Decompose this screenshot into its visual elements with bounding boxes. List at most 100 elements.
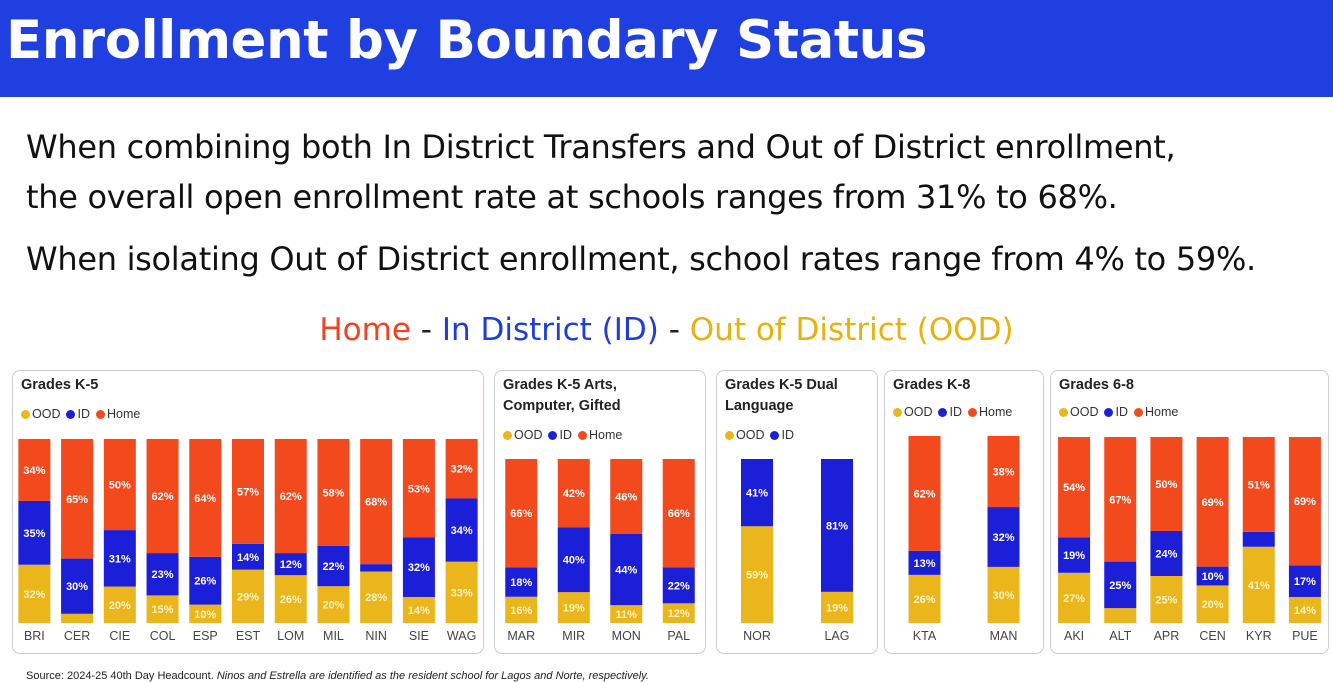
bar-segment-id-bri bbox=[18, 500, 51, 565]
legend-dot-icon bbox=[577, 431, 587, 440]
chart-panel-6-8: Grades 6-8 OOD ID Home 27% 19% 54% AKI 25% 67% ALT… bbox=[1050, 370, 1329, 654]
legend-label: Home bbox=[588, 428, 623, 442]
legend-entry: ID bbox=[938, 405, 962, 419]
bar-segment-ood-est bbox=[232, 569, 264, 623]
data-label: 17% bbox=[1294, 576, 1316, 588]
data-label: 32% bbox=[451, 464, 473, 476]
bar-segment-ood-alt bbox=[1104, 608, 1137, 623]
legend-dot-icon bbox=[1059, 408, 1068, 417]
bar-segment-home-kta bbox=[908, 436, 941, 551]
bar-segment-home-esp bbox=[189, 439, 222, 557]
data-label: 35% bbox=[23, 528, 45, 540]
bar-segment-home-cie bbox=[103, 439, 136, 531]
legend-label: ID bbox=[949, 405, 962, 419]
bar-segment-id-sie bbox=[402, 537, 435, 597]
bar-segment-id-pal bbox=[662, 567, 695, 604]
bar-segment-home-pue bbox=[1288, 437, 1321, 566]
data-label: 14% bbox=[237, 552, 259, 564]
data-label: 32% bbox=[23, 589, 45, 601]
stacked-bar-chart: 16% 18% 66% MAR 19% 40% 42% MIR 11% 44% 46% MON 12% 2… bbox=[505, 459, 695, 643]
title-banner: Enrollment by Boundary Status bbox=[0, 0, 1333, 97]
bar-segment-id-kyr bbox=[1242, 531, 1275, 547]
chart-panel-k5-arts: Grades K-5 Arts, Computer, Gifted OOD ID Ho… bbox=[494, 370, 706, 654]
legend-label: Home bbox=[1144, 405, 1179, 419]
bar-segment-home-man bbox=[987, 436, 1020, 508]
legend-dot-icon bbox=[893, 408, 902, 417]
legend-dot-icon bbox=[503, 431, 512, 440]
chart-title: Grades K-5 Dual Language bbox=[725, 377, 838, 414]
bar-segment-home-mar bbox=[505, 459, 538, 568]
bar-segment-ood-cie bbox=[103, 586, 136, 623]
page-title: Enrollment by Boundary Status bbox=[6, 10, 927, 71]
data-label: 40% bbox=[563, 555, 585, 567]
legend-dot-icon bbox=[66, 410, 76, 419]
summary-line-3: When isolating Out of District enrollmen… bbox=[26, 240, 1256, 278]
legend-entry: ID bbox=[66, 407, 90, 421]
data-label: 19% bbox=[563, 603, 585, 615]
legend-dot-icon bbox=[548, 431, 558, 440]
bar-segment-ood-lom bbox=[274, 575, 307, 623]
stacked-bar-chart: 32% 35% 34% BRI 30% 65% CER 20% 31% 50% CIE 15% 23% 6… bbox=[18, 439, 478, 643]
legend-dot-icon bbox=[1133, 408, 1143, 417]
legend-separator: - bbox=[410, 312, 442, 348]
data-label: 67% bbox=[1109, 494, 1131, 506]
data-label: 19% bbox=[1063, 550, 1085, 562]
legend-entry: OOD bbox=[503, 428, 542, 442]
category-label: LOM bbox=[277, 629, 304, 643]
bar-segment-id-cer bbox=[61, 558, 94, 614]
legend-separator: - bbox=[658, 312, 690, 348]
legend-id: In District (ID) bbox=[441, 312, 659, 348]
bar-segment-id-nor bbox=[741, 459, 773, 527]
bar-segment-ood-bri bbox=[18, 564, 51, 623]
bar-segment-home-wag bbox=[445, 439, 478, 499]
data-label: 41% bbox=[746, 488, 768, 500]
bar-segment-home-mil bbox=[317, 439, 350, 546]
bar-segment-id-pue bbox=[1288, 565, 1321, 597]
legend-dot-icon bbox=[725, 431, 734, 440]
category-label: ALT bbox=[1109, 629, 1131, 643]
data-label: 23% bbox=[152, 569, 174, 581]
bar-segment-ood-pue bbox=[1288, 596, 1321, 623]
legend-entry: Home bbox=[967, 405, 1012, 419]
bar-segment-ood-man bbox=[987, 566, 1020, 623]
bar-segment-ood-mil bbox=[317, 586, 350, 623]
data-label: 28% bbox=[365, 592, 387, 604]
data-label: 38% bbox=[992, 467, 1014, 479]
category-label: NIN bbox=[365, 629, 387, 643]
summary-line-1: When combining both In District Transfer… bbox=[26, 128, 1176, 166]
bar-segment-home-apr bbox=[1150, 437, 1183, 531]
category-label: MAR bbox=[507, 629, 535, 643]
chart-legend: OOD ID Home bbox=[893, 405, 1018, 419]
data-label: 66% bbox=[510, 508, 532, 520]
data-label: 50% bbox=[109, 480, 131, 492]
bar-segment-home-mir bbox=[557, 459, 590, 528]
category-label: APR bbox=[1154, 629, 1180, 643]
stacked-bar-chart: 27% 19% 54% AKI 25% 67% ALT 25% 24% 50% APR 20% 10% 6… bbox=[1058, 437, 1321, 643]
legend-ood: Out of District (OOD) bbox=[689, 312, 1014, 348]
data-label: 64% bbox=[194, 493, 216, 505]
data-label: 51% bbox=[1248, 479, 1270, 491]
bar-segment-ood-esp bbox=[189, 604, 222, 623]
summary-line-2: the overall open enrollment rate at scho… bbox=[26, 178, 1118, 216]
bar-segment-ood-col bbox=[146, 595, 179, 623]
bar-segment-id-aki bbox=[1058, 537, 1091, 573]
bar-segment-id-col bbox=[146, 553, 179, 596]
category-label: EST bbox=[236, 629, 261, 643]
data-label: 46% bbox=[615, 491, 637, 503]
bar-segment-home-sie bbox=[402, 439, 435, 538]
data-label: 31% bbox=[109, 553, 131, 565]
legend-dot-icon bbox=[1104, 408, 1114, 417]
data-label: 27% bbox=[1063, 593, 1085, 605]
category-label: CEN bbox=[1199, 629, 1225, 643]
data-label: 32% bbox=[408, 562, 430, 574]
bar-segment-id-lom bbox=[274, 553, 307, 576]
data-label: 62% bbox=[152, 491, 174, 503]
legend-entry: OOD bbox=[725, 428, 764, 442]
data-label: 16% bbox=[510, 605, 532, 617]
data-label: 12% bbox=[280, 559, 302, 571]
data-label: 19% bbox=[826, 602, 848, 614]
data-label: 26% bbox=[194, 576, 216, 588]
bar-segment-home-col bbox=[146, 439, 179, 554]
data-label: 50% bbox=[1155, 479, 1177, 491]
category-label: WAG bbox=[447, 629, 476, 643]
